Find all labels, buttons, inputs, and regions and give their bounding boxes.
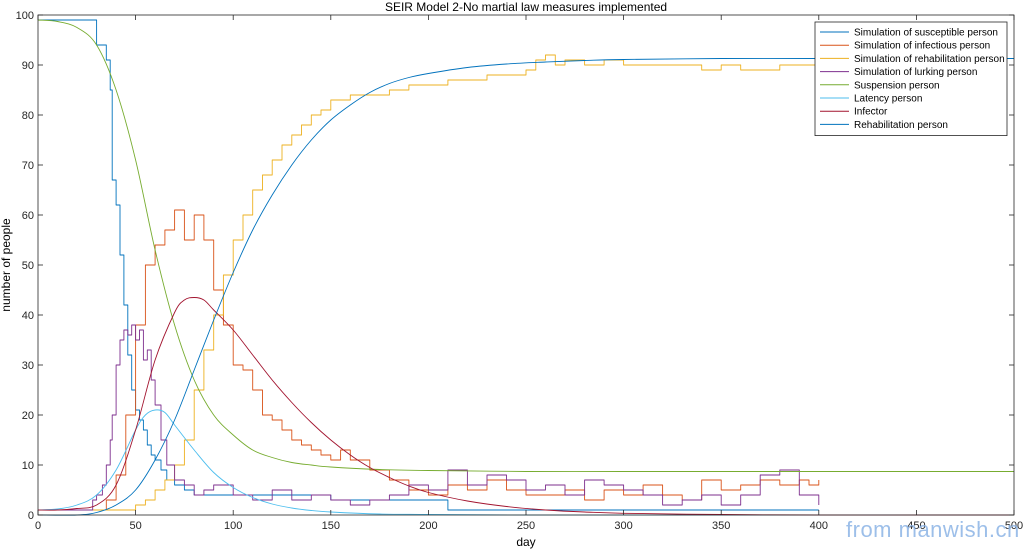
- x-tick-label: 150: [322, 520, 340, 532]
- legend-entry: Infector: [854, 107, 888, 118]
- legend-entry: Simulation of lurking person: [854, 67, 977, 78]
- x-tick-label: 450: [907, 520, 925, 532]
- x-tick-label: 100: [224, 520, 242, 532]
- y-tick-label: 40: [22, 310, 34, 322]
- y-tick-label: 100: [16, 10, 34, 22]
- y-tick-label: 50: [22, 260, 34, 272]
- x-tick-label: 250: [517, 520, 535, 532]
- series-lines: [37, 19, 1014, 516]
- chart-title: SEIR Model 2-No martial law measures imp…: [385, 0, 667, 14]
- legend-entry: Latency person: [854, 94, 922, 105]
- x-tick-label: 0: [35, 520, 41, 532]
- y-tick-label: 20: [22, 410, 34, 422]
- legend-box: [814, 21, 1008, 136]
- x-axis-label: day: [516, 535, 535, 549]
- y-tick-label: 30: [22, 360, 34, 372]
- y-tick-label: 90: [22, 60, 34, 72]
- axes: 0 50 100 150 200 250 300 350 400 450 500 0 10 20 30 40 5…: [16, 10, 1024, 532]
- y-tick-label: 10: [22, 460, 34, 472]
- x-tick-label: 350: [712, 520, 730, 532]
- series-line-3: [38, 324, 820, 511]
- x-tick-label: 500: [1005, 520, 1023, 532]
- legend-entry: Simulation of rehabilitation person: [854, 54, 1005, 65]
- legend-entry: Simulation of susceptible person: [854, 28, 998, 39]
- x-tick-label: 200: [419, 520, 437, 532]
- series-line-4: [37, 19, 1014, 473]
- y-axis-label: number of people: [0, 218, 13, 312]
- y-tick-label: 60: [22, 210, 34, 222]
- y-tick-label: 80: [22, 110, 34, 122]
- x-tick-label: 400: [810, 520, 828, 532]
- legend-entry: Rehabilitation person: [854, 120, 948, 131]
- series-line-1: [38, 209, 820, 511]
- legend: Simulation of susceptible person Simulati…: [814, 21, 1008, 136]
- x-tick-label: 300: [614, 520, 632, 532]
- legend-entry: Suspension person: [854, 80, 940, 91]
- x-tick-label: 50: [129, 520, 141, 532]
- y-tick-label: 0: [28, 510, 34, 522]
- y-tick-label: 70: [22, 160, 34, 172]
- series-line-6: [37, 297, 1014, 516]
- watermark: from manwish.cn: [846, 517, 1020, 542]
- legend-entry: Simulation of infectious person: [854, 41, 990, 52]
- series-line-7: [37, 57, 1014, 516]
- series-line-2: [38, 54, 820, 511]
